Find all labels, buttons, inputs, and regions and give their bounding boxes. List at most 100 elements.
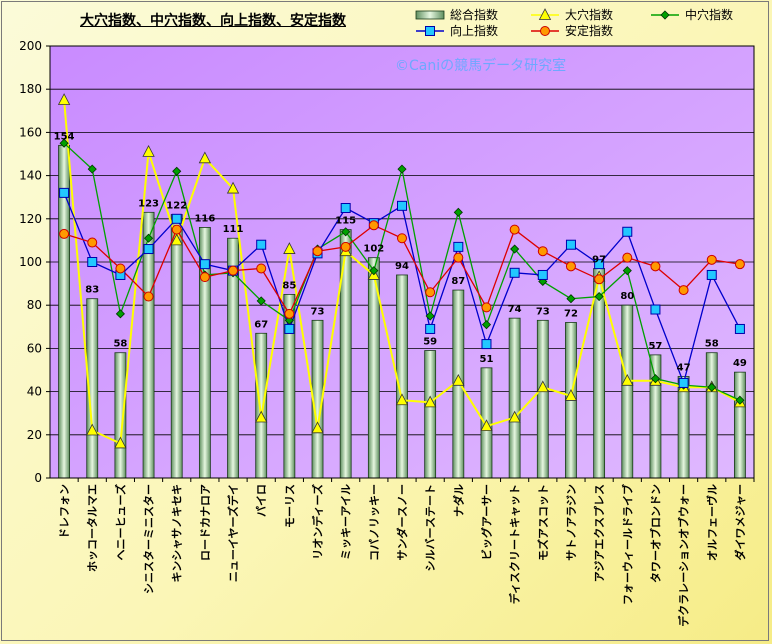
marker-antei [509,224,520,235]
x-category-label: ナダル [451,484,465,517]
bar-value-label: 102 [363,244,384,255]
marker-daiana [283,242,296,254]
x-category-label: デクラレーションオブウォー [677,484,691,627]
bar-sogo [734,371,746,479]
bar-value-label: 94 [395,261,409,272]
marker-daiana [564,389,578,401]
x-category-label: モズアスコット [536,484,550,561]
marker-kojo [706,269,717,280]
x-category-label: シニスターミニスター [143,484,156,594]
marker-chuana [397,164,407,174]
bar-sogo [649,354,662,479]
bar-sogo [170,214,183,479]
marker-antei [425,287,436,298]
marker-chuana [510,244,520,254]
marker-kojo [143,244,154,255]
marker-daiana [536,380,549,393]
marker-kojo [678,377,689,388]
y-tick-label: 0 [34,471,42,485]
bar-sogo [621,304,634,479]
bar-value-label: 72 [564,308,578,319]
marker-chuana [143,233,154,243]
x-category-label: ニューイヤーズデイ [226,484,240,582]
marker-kojo [87,257,98,267]
marker-kojo [622,226,633,237]
bar-sogo [255,332,268,479]
marker-kojo [256,239,267,250]
bar-value-label: 123 [138,198,159,209]
x-category-label: サトノアラジン [565,484,578,561]
marker-kojo [171,213,182,224]
legend-marker [540,26,550,36]
marker-chuana [115,309,125,319]
x-category-label: ミッキーアイル [340,484,353,560]
marker-antei [453,252,464,263]
marker-daiana [311,421,324,434]
marker-daiana [255,410,268,423]
marker-chuana [594,291,604,302]
marker-antei [312,246,323,257]
marker-chuana [566,294,576,304]
x-category-label: ホッコータルマエ [86,484,99,572]
x-category-label: モーリス [283,484,296,528]
y-tick-label: 80 [27,298,42,312]
marker-chuana [341,227,351,237]
legend-label: 総合指数 [450,7,498,22]
marker-daiana [142,144,155,157]
marker-antei [594,274,605,285]
bar-value-label: 57 [648,341,662,352]
marker-antei [171,224,182,235]
y-tick-label: 20 [27,428,42,442]
marker-daiana [86,423,99,436]
bar-value-label: 74 [508,304,522,315]
marker-kojo [537,269,548,280]
legend-marker [425,26,435,36]
y-tick-label: 140 [19,169,42,183]
marker-kojo [565,239,576,250]
legend-swatch-sogo [415,10,445,20]
marker-antei [87,237,98,248]
marker-daiana [452,373,465,386]
marker-daiana [170,233,183,246]
marker-antei [228,265,239,276]
x-category-label: リオンディーズ [311,484,325,560]
bar-sogo [339,229,352,479]
marker-kojo [509,267,520,278]
marker-antei [565,261,576,272]
bar-value-label: 111 [223,224,244,235]
marker-kojo [199,259,210,270]
marker-daiana [226,181,240,194]
marker-chuana [481,320,492,330]
marker-daiana [395,393,409,406]
marker-antei [59,228,70,239]
marker-kojo [650,304,661,315]
marker-antei [537,246,548,257]
y-tick-label: 200 [19,39,42,53]
marker-chuana [87,164,97,174]
marker-kojo [481,339,492,350]
marker-chuana [453,207,463,217]
marker-chuana [425,311,435,321]
chart-title: 大穴指数、中穴指数、向上指数、安定指数 [80,13,346,29]
y-tick-label: 40 [27,385,42,399]
marker-antei [706,254,717,265]
marker-kojo [284,323,295,334]
marker-daiana [198,151,212,164]
marker-kojo [397,200,407,211]
bar-value-label: 83 [85,285,99,296]
bar-sogo [396,274,408,479]
marker-daiana [114,436,127,449]
marker-kojo [453,241,464,252]
marker-kojo [594,259,605,270]
bar-value-label: 115 [335,216,356,227]
marker-antei [678,285,689,296]
bar-value-label: 58 [113,339,127,350]
x-category-label: パイロ [255,484,268,517]
marker-chuana [59,138,69,148]
marker-daiana [508,410,521,423]
bar-sogo [705,352,718,479]
y-tick-label: 60 [27,341,42,355]
legend-label: 大穴指数 [565,7,613,22]
legend-label: 安定指数 [565,23,613,38]
y-tick-label: 120 [19,212,42,226]
